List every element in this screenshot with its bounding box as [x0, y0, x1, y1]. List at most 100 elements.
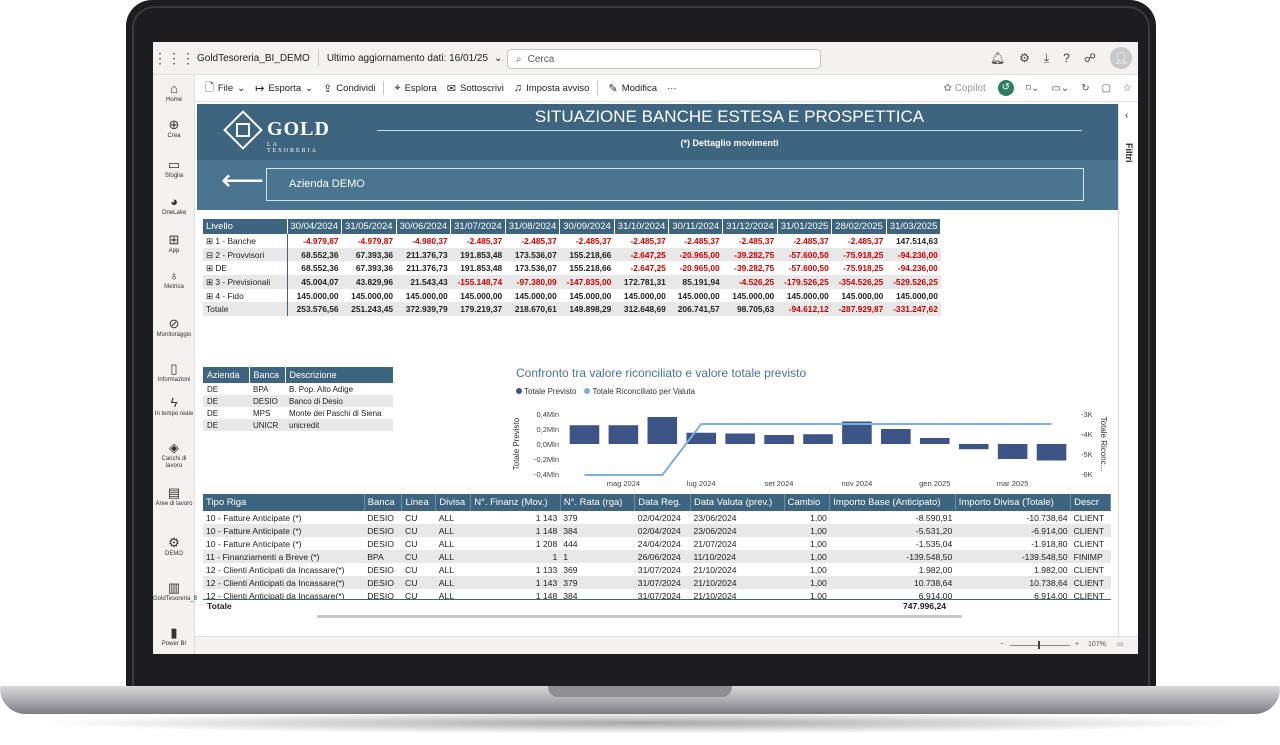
movements-column-header[interactable]: Importo Divisa (Totale) [955, 494, 1072, 511]
matrix-date-header[interactable]: 31/10/2024 [614, 219, 670, 234]
zoom-thumb[interactable] [1038, 641, 1040, 649]
matrix-date-header[interactable]: 30/06/2024 [396, 219, 452, 234]
matrix-date-header[interactable]: 30/04/2024 [287, 219, 343, 234]
matrix-row-label[interactable]: Totale [203, 302, 288, 317]
company-slicer[interactable]: Azienda DEMO [266, 168, 1084, 201]
matrix-row-label[interactable]: ⊞ DE [203, 261, 288, 276]
bell-icon[interactable]: 🔔︎ [989, 51, 1006, 65]
matrix-date-header[interactable]: 28/02/2025 [831, 219, 887, 234]
rail-item[interactable]: ♁ Metrica [153, 268, 195, 291]
matrix-date-header[interactable]: 31/05/2024 [341, 219, 397, 234]
more-button[interactable]: ··· [667, 83, 677, 94]
feedback-icon[interactable]: ☍ [1083, 51, 1096, 65]
movements-column-header[interactable]: Cambio [784, 494, 831, 511]
subscribe-button[interactable]: ✉ Sottoscrivi [447, 82, 504, 95]
bar-previsto[interactable] [764, 435, 794, 444]
movements-column-header[interactable]: Importo Base (Anticipato) [829, 494, 956, 511]
rail-item[interactable]: ◈ Carichi di lavoro [153, 440, 195, 470]
chevron-down-icon[interactable]: ⌄ [494, 52, 503, 64]
reset-icon[interactable]: ↺ [997, 80, 1014, 96]
back-arrow-icon[interactable]: ⟵ [221, 164, 265, 197]
rail-item[interactable]: ▥ GoldTesoreria_BI_DEMO [153, 580, 221, 603]
download-icon[interactable]: ⤓ [1043, 50, 1050, 65]
matrix-row-label[interactable]: ⊞ 3 - Previsionali [203, 275, 288, 289]
matrix-row[interactable]: ⊞ 3 - Previsionali 45.004,07 43.829,96 21.5… [203, 275, 941, 289]
matrix-date-header[interactable]: 31/03/2025 [886, 219, 942, 234]
bar-previsto[interactable] [803, 434, 833, 444]
rail-item[interactable]: ▮ Power BI [153, 625, 195, 648]
matrix-row-label[interactable]: ⊞ 1 - Banche [203, 234, 288, 248]
movements-column-header[interactable]: Divisa [435, 494, 472, 511]
rail-item[interactable]: ◕ OneLake [153, 194, 195, 217]
bar-previsto[interactable] [958, 444, 989, 450]
file-menu[interactable]: 🗋 File ⌄ [205, 79, 245, 98]
matrix-date-header[interactable]: 31/07/2024 [450, 219, 506, 234]
matrix-header-label[interactable]: Livello [203, 219, 288, 234]
matrix-row[interactable]: Totale 253.576,56 251.243,45 372.939,79 179.… [203, 302, 941, 317]
movements-column-header[interactable]: Tipo Riga [203, 494, 365, 511]
matrix-row[interactable]: ⊞ 4 - Fido 145.000,00 145.000,00 145.000,00… [203, 288, 941, 303]
comment-icon[interactable]: ▢ [1101, 82, 1112, 94]
movements-column-header[interactable]: N°. Finanz (Mov.) [470, 494, 561, 511]
bar-previsto[interactable] [842, 421, 872, 445]
movements-column-header[interactable]: N°. Rata (rga) [560, 494, 636, 511]
bar-previsto[interactable] [686, 432, 717, 444]
movements-row[interactable]: 12 - Clienti Anticipati da Incassare(*) D… [203, 576, 1111, 589]
rail-item[interactable]: ⌂ Home [153, 81, 195, 104]
azienda-column-header[interactable]: Banca [249, 367, 286, 383]
rail-item[interactable]: ⊕ Crea [153, 117, 195, 140]
matrix-date-header[interactable]: 30/11/2024 [668, 219, 724, 234]
rail-item[interactable]: ⊞ App [153, 232, 195, 255]
bar-previsto[interactable] [1036, 444, 1067, 461]
movements-row[interactable]: 11 - Finanziamenti a Breve (*) BPA CU ALL 1 1… [203, 550, 1111, 563]
copilot-button[interactable]: ✿ Copilot [944, 83, 986, 94]
explore-button[interactable]: ⌖ Esplora [394, 82, 436, 95]
filters-pane[interactable]: ‹ Filtri [1118, 102, 1138, 636]
zoom-in-icon[interactable]: + [1075, 641, 1080, 648]
collapse-icon[interactable]: ‹ [1125, 110, 1129, 121]
movements-column-header[interactable]: Descr [1070, 494, 1111, 511]
rail-item[interactable]: ▯ Informazioni [153, 361, 195, 384]
matrix-row[interactable]: ⊟ 2 - Provvisori 68.552,36 67.393,36 211.37… [203, 247, 941, 262]
search-box[interactable]: ⌕ Cerca [507, 49, 821, 69]
matrix-row[interactable]: ⊞ 1 - Banche -4.979,87 -4.979,87 -4.980,37 -… [203, 234, 941, 248]
edit-button[interactable]: ✎ Modifica [608, 82, 657, 95]
movements-row[interactable]: 10 - Fatture Anticipate (*) DESIO CU ALL 1 2… [203, 537, 1111, 550]
movements-row[interactable]: 10 - Fatture Anticipate (*) DESIO CU ALL 1 1… [203, 524, 1111, 537]
line-riconciliato[interactable] [584, 423, 1052, 476]
movements-row[interactable]: 12 - Clienti Anticipati da Incassare(*) D… [203, 589, 1111, 602]
bookmark-icon[interactable]: ⌑⌄ [1025, 82, 1040, 94]
movements-column-header[interactable]: Data Reg. [634, 494, 691, 511]
rail-item[interactable]: ⊘ Monitoraggio [153, 316, 195, 339]
matrix-row-label[interactable]: ⊟ 2 - Provvisori [203, 247, 288, 262]
azienda-row[interactable]: DE DESIO Banco di Desio [203, 395, 393, 407]
share-button[interactable]: ⇪ Condividi [323, 82, 375, 95]
legend-item-previsto[interactable]: Totale Previsto [516, 387, 576, 396]
azienda-row[interactable]: DE BPA B. Pop. Alto Adige [203, 383, 393, 395]
bar-previsto[interactable] [997, 444, 1028, 459]
matrix-row[interactable]: ⊞ DE 68.552,36 67.393,36 211.376,73 191.853,… [203, 261, 941, 276]
rail-item[interactable]: ϟ In tempo reale [153, 395, 195, 418]
movements-row[interactable]: 10 - Fatture Anticipate (*) DESIO CU ALL 1 1… [203, 511, 1111, 524]
bar-previsto[interactable] [647, 417, 678, 444]
azienda-column-header[interactable]: Descrizione [285, 367, 394, 383]
rail-item[interactable]: ▭ Sfoglia [153, 157, 195, 180]
bar-previsto[interactable] [569, 425, 600, 444]
rail-item[interactable]: ⚙ DEMO [153, 535, 195, 558]
bar-previsto[interactable] [881, 429, 911, 444]
alert-button[interactable]: ♫ Imposta avviso [514, 82, 590, 94]
bar-previsto[interactable] [725, 433, 755, 445]
movements-column-header[interactable]: Data Valuta (prev.) [690, 494, 785, 511]
view-icon[interactable]: ▭⌄ [1051, 82, 1070, 94]
movements-row[interactable]: 12 - Clienti Anticipati da Incassare(*) D… [203, 563, 1111, 576]
matrix-date-header[interactable]: 31/08/2024 [505, 219, 561, 234]
matrix-row-label[interactable]: ⊞ 4 - Fido [203, 288, 288, 303]
zoom-slider[interactable] [1010, 645, 1070, 646]
legend-item-riconciliato[interactable]: Totale Riconciliato per Valuta [584, 387, 695, 396]
rail-item[interactable]: ▤ Aree di lavoro [153, 485, 195, 508]
azienda-row[interactable]: DE UNICR unicredit [203, 419, 393, 431]
movements-column-header[interactable]: Linea [401, 494, 437, 511]
movements-column-header[interactable]: Banca [364, 494, 403, 511]
azienda-row[interactable]: DE MPS Monte dei Paschi di Siena [203, 407, 393, 419]
export-menu[interactable]: ↦ Esporta ⌄ [255, 82, 313, 95]
